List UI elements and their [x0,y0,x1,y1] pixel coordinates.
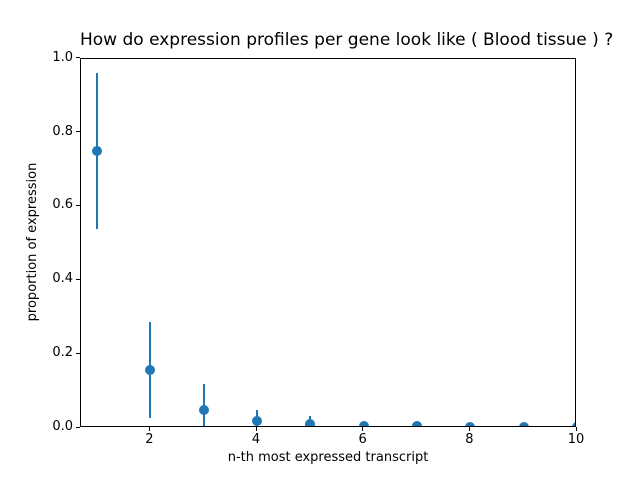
x-tick-mark [362,427,364,432]
data-point [412,420,422,427]
y-tick-label: 0.8 [52,123,73,139]
data-point [572,422,575,427]
x-tick-label: 2 [145,432,154,448]
x-tick-label: 10 [567,432,585,448]
data-point [198,404,209,415]
data-point [252,415,262,426]
y-tick-mark [76,426,80,428]
x-tick-label: 4 [251,432,261,448]
x-tick-mark [575,427,577,432]
data-point [518,421,529,427]
y-tick-label: 1.0 [52,49,73,65]
x-tick-mark [148,427,150,432]
data-point [145,365,156,376]
y-tick-mark [76,352,80,354]
x-axis-label: n-th most expressed transcript [227,450,429,465]
x-tick-mark [468,427,470,432]
y-axis-label: proportion of expression [25,162,40,322]
y-tick-label: 0.2 [52,345,73,361]
y-tick-mark [76,131,80,133]
x-tick-label: 8 [465,432,474,448]
plot-area [80,57,576,428]
data-point [305,419,316,427]
y-tick-label: 0.0 [52,419,73,435]
y-tick-mark [76,57,80,59]
x-tick-label: 6 [358,432,367,448]
chart-title: How do expression profiles per gene look… [80,30,614,50]
data-point [92,145,102,156]
data-point [358,420,369,427]
y-tick-label: 0.4 [52,271,73,287]
y-tick-label: 0.6 [52,197,73,213]
y-tick-mark [76,204,80,206]
y-tick-mark [76,278,80,280]
x-tick-mark [255,427,257,432]
data-point [465,421,476,427]
